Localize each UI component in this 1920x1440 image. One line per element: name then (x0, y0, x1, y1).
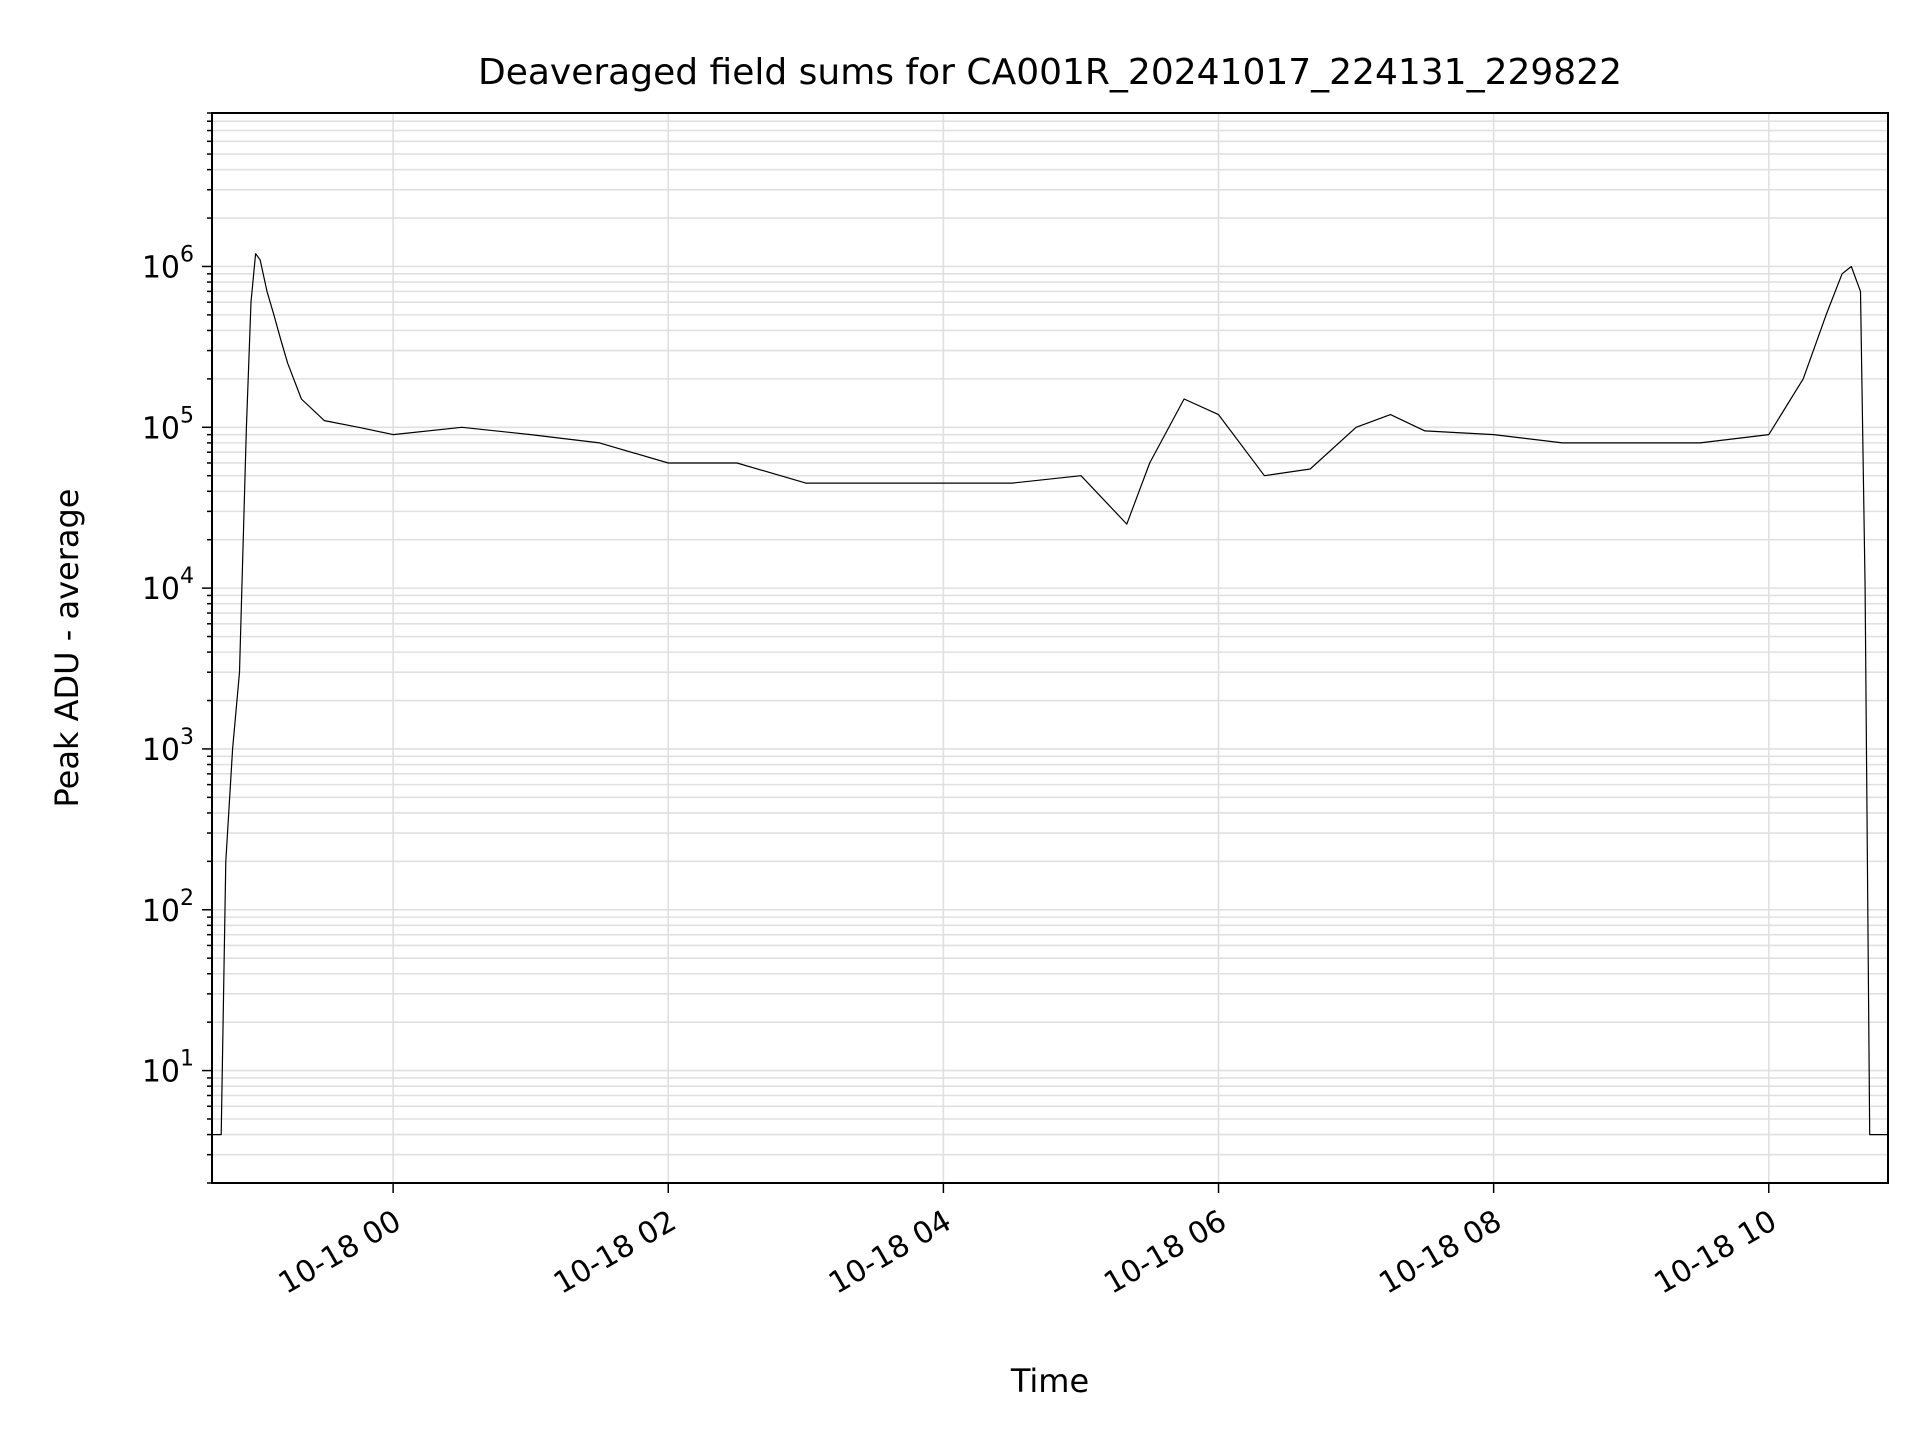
y-tick-base: 10 (142, 733, 180, 768)
y-tick-exponent: 6 (180, 242, 194, 267)
y-tick-label: 102 (142, 886, 194, 929)
grid (212, 112, 1888, 1184)
y-tick-exponent: 3 (180, 725, 194, 750)
y-tick-base: 10 (142, 894, 180, 929)
series-line (212, 253, 1888, 1136)
y-tick-label: 105 (142, 403, 194, 446)
y-tick-base: 10 (142, 411, 180, 446)
y-tick-label: 106 (142, 242, 194, 285)
y-tick-label: 104 (142, 564, 194, 607)
y-tick-exponent: 2 (180, 886, 194, 911)
y-tick-base: 10 (142, 250, 180, 285)
y-tick-exponent: 1 (180, 1047, 194, 1072)
y-tick-base: 10 (142, 572, 180, 607)
y-tick-label: 101 (142, 1047, 194, 1090)
y-tick-base: 10 (142, 1055, 180, 1090)
series-layer (212, 253, 1888, 1136)
y-tick-exponent: 5 (180, 403, 194, 428)
y-tick-label: 103 (142, 725, 194, 768)
chart-title: Deaveraged field sums for CA001R_2024101… (478, 52, 1622, 93)
y-axis-label: Peak ADU - average (48, 489, 86, 808)
plot-frame (211, 112, 1889, 1184)
y-tick-exponent: 4 (180, 564, 194, 589)
x-axis-label: Time (1010, 1362, 1089, 1400)
